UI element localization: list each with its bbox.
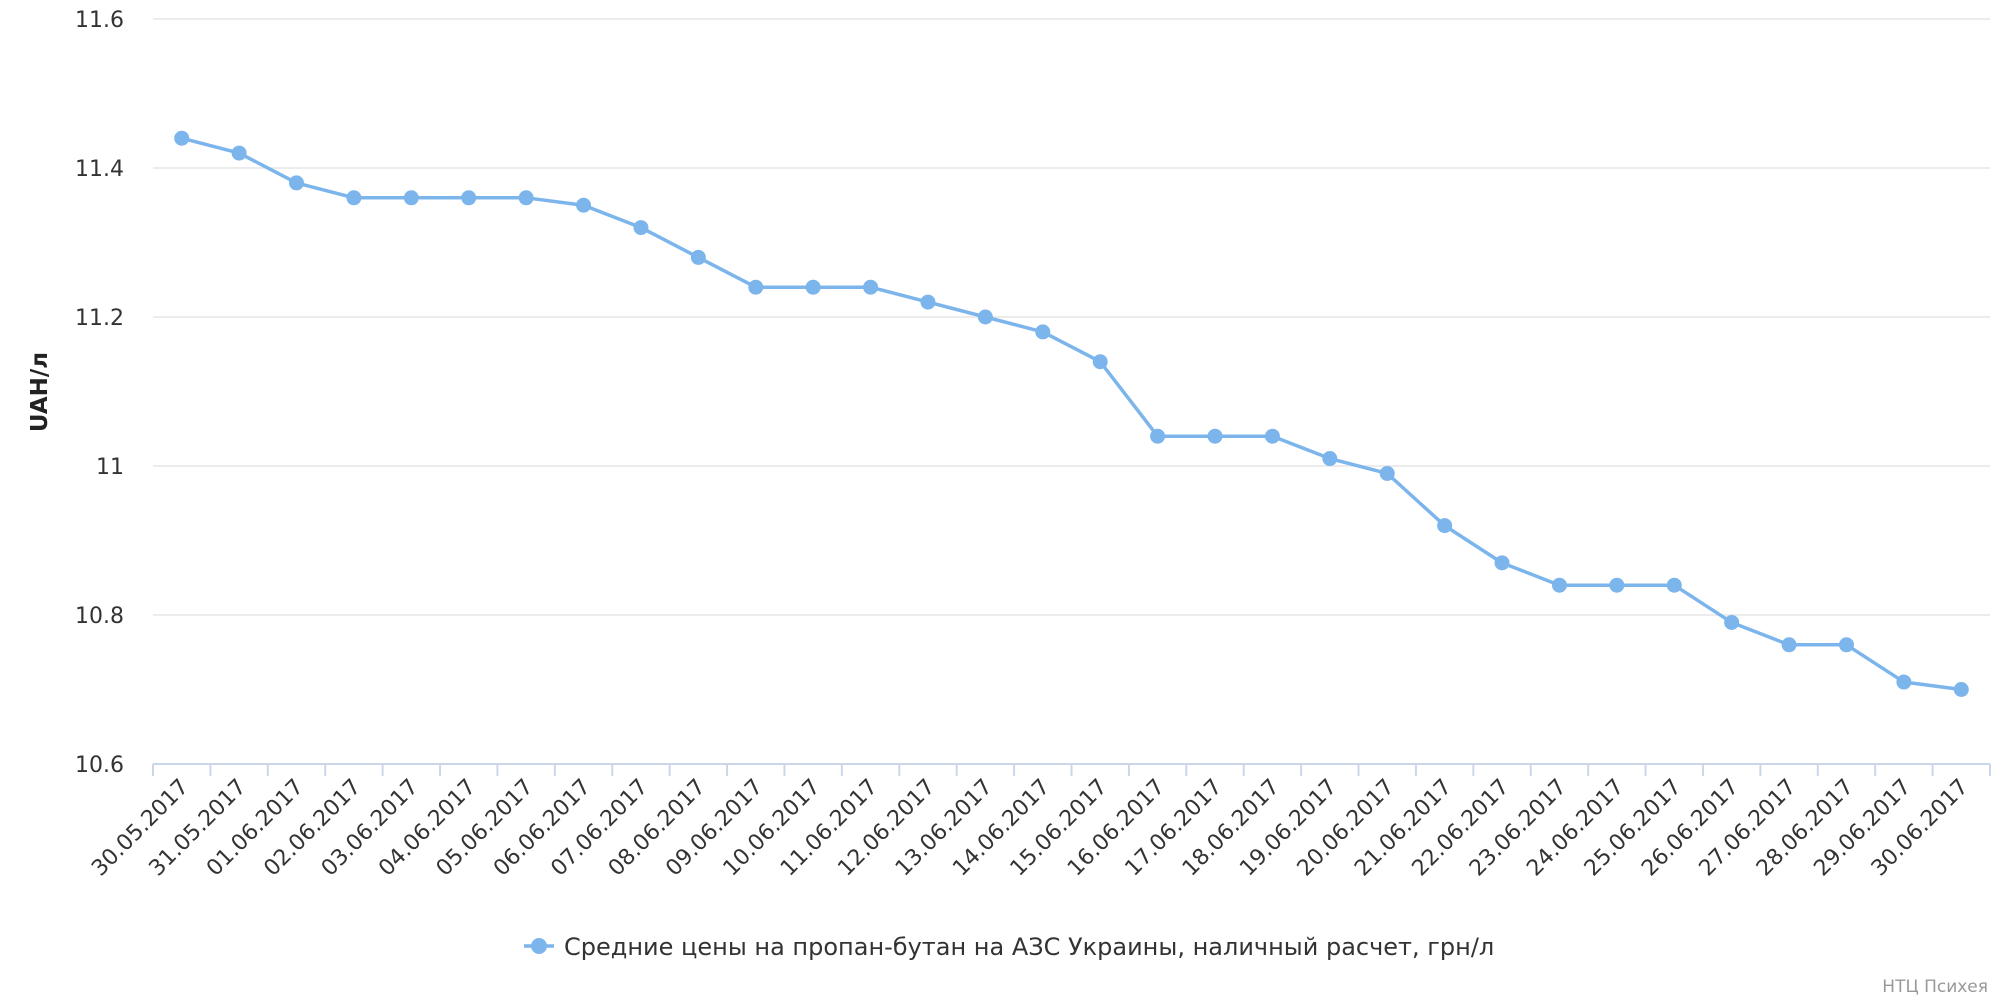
y-tick-label: 11.4 xyxy=(75,157,124,182)
data-point-marker[interactable] xyxy=(1781,637,1797,653)
y-tick-label: 11.6 xyxy=(75,8,124,33)
data-point-marker[interactable] xyxy=(1379,465,1395,481)
x-axis-labels: 30.05.201731.05.201701.06.201702.06.2017… xyxy=(87,775,1973,882)
data-point-marker[interactable] xyxy=(920,294,936,310)
data-point-marker[interactable] xyxy=(1609,577,1625,593)
data-point-marker[interactable] xyxy=(346,190,362,206)
data-point-marker[interactable] xyxy=(690,249,706,265)
data-point-marker[interactable] xyxy=(1035,324,1051,340)
data-point-marker[interactable] xyxy=(461,190,477,206)
data-point-marker[interactable] xyxy=(1666,577,1682,593)
x-axis-ticks xyxy=(152,764,1991,776)
legend-label: Средние цены на пропан-бутан на АЗС Укра… xyxy=(564,933,1494,961)
gridlines xyxy=(153,18,1990,616)
data-point-marker[interactable] xyxy=(1322,451,1338,467)
series-layer xyxy=(174,130,1969,697)
y-tick-label: 10.6 xyxy=(75,753,124,778)
data-point-marker[interactable] xyxy=(1724,614,1740,630)
y-axis-title: UAH/л xyxy=(27,352,53,432)
y-axis-ticks: 10.6 10.8 11 11.2 11.4 11.6 xyxy=(75,8,124,778)
credits-text[interactable]: НТЦ Психея xyxy=(1882,977,1988,997)
data-point-marker[interactable] xyxy=(231,145,247,161)
data-point-marker[interactable] xyxy=(1551,577,1567,593)
data-point-marker[interactable] xyxy=(1207,428,1223,444)
data-point-marker[interactable] xyxy=(1838,637,1854,653)
data-point-marker[interactable] xyxy=(1896,674,1912,690)
y-tick-label: 10.8 xyxy=(75,604,124,629)
data-point-marker[interactable] xyxy=(1150,428,1166,444)
data-point-marker[interactable] xyxy=(1092,354,1108,370)
data-point-marker[interactable] xyxy=(1953,682,1969,697)
data-point-marker[interactable] xyxy=(863,279,879,295)
data-point-marker[interactable] xyxy=(518,190,534,206)
data-point-marker[interactable] xyxy=(1494,555,1510,571)
legend-marker-symbol xyxy=(531,938,547,954)
legend-item[interactable]: Средние цены на пропан-бутан на АЗС Укра… xyxy=(524,933,1494,961)
y-tick-label: 11.2 xyxy=(75,306,124,331)
series-line[interactable] xyxy=(179,136,1964,692)
data-point-marker[interactable] xyxy=(289,175,305,191)
data-point-marker[interactable] xyxy=(403,190,419,206)
data-point-marker[interactable] xyxy=(576,197,592,213)
data-point-marker[interactable] xyxy=(1437,518,1453,534)
y-tick-label: 11 xyxy=(96,455,124,480)
data-point-marker[interactable] xyxy=(174,130,190,146)
data-point-marker[interactable] xyxy=(805,279,821,295)
data-point-marker[interactable] xyxy=(748,279,764,295)
data-point-marker[interactable] xyxy=(1264,428,1280,444)
data-point-marker[interactable] xyxy=(977,309,993,325)
data-point-marker[interactable] xyxy=(633,220,649,236)
